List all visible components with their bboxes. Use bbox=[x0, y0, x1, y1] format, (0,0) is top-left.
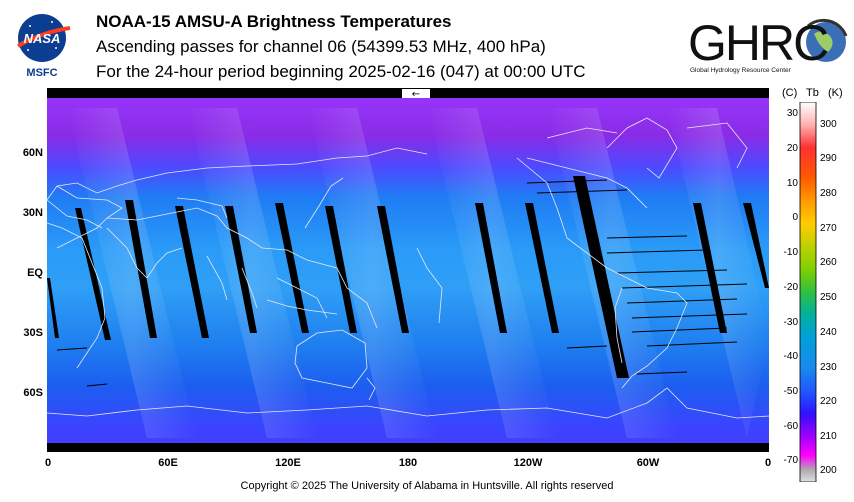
copyright-footer: Copyright © 2025 The University of Alaba… bbox=[240, 480, 614, 492]
colorbar-header-tb: Tb bbox=[806, 87, 819, 99]
colorbar-header-celsius: (C) bbox=[782, 87, 798, 99]
celsius-tick: 30 bbox=[787, 108, 799, 119]
temperature-colorbar: 30 20 10 0 -10 -20 -30 -40 -50 -60 -70 3… bbox=[784, 102, 837, 482]
ghrc-wordmark: GHRC bbox=[688, 15, 828, 71]
lon-label-180: 180 bbox=[398, 457, 418, 469]
celsius-tick: 0 bbox=[792, 212, 798, 223]
celsius-tick: -30 bbox=[784, 317, 799, 328]
lat-label-60n: 60N bbox=[22, 147, 43, 159]
celsius-tick: -40 bbox=[784, 351, 799, 362]
kelvin-tick: 210 bbox=[820, 431, 837, 442]
kelvin-tick: 200 bbox=[820, 465, 837, 476]
map-period: For the 24-hour period beginning 2025-02… bbox=[96, 62, 586, 81]
kelvin-tick: 240 bbox=[820, 327, 837, 338]
lon-label-60e: 60E bbox=[158, 457, 178, 469]
kelvin-tick: 220 bbox=[820, 396, 837, 407]
lon-label-0: 0 bbox=[44, 457, 52, 469]
lon-label-0-right: 0 bbox=[764, 457, 772, 469]
lat-label-30s: 30S bbox=[23, 327, 43, 339]
nasa-msfc-logo: NASA MSFC bbox=[12, 10, 76, 80]
celsius-tick: -20 bbox=[784, 282, 799, 293]
kelvin-tick: 260 bbox=[820, 257, 837, 268]
nasa-wordmark: NASA bbox=[24, 31, 61, 46]
map-title: NOAA-15 AMSU-A Brightness Temperatures bbox=[96, 12, 452, 31]
scan-artifacts bbox=[56, 179, 748, 387]
lat-label-60s: 60S bbox=[23, 387, 43, 399]
celsius-tick: -10 bbox=[784, 247, 799, 258]
orbit-direction-arrow: ← bbox=[412, 89, 420, 100]
kelvin-tick: 230 bbox=[820, 362, 837, 373]
lon-label-120w: 120W bbox=[513, 457, 543, 469]
celsius-tick: -50 bbox=[784, 386, 799, 397]
kelvin-tick: 250 bbox=[820, 292, 837, 303]
celsius-tick: -70 bbox=[784, 455, 799, 466]
celsius-tick: -60 bbox=[784, 421, 799, 432]
brightness-temperature-map: ← bbox=[46, 88, 770, 452]
lat-label-eq: EQ bbox=[27, 267, 43, 279]
colorbar-header-kelvin: (K) bbox=[828, 87, 843, 99]
data-gaps bbox=[47, 176, 769, 378]
kelvin-tick: 300 bbox=[820, 119, 837, 130]
ghrc-subtitle: Global Hydrology Resource Center bbox=[690, 67, 792, 74]
celsius-tick: 20 bbox=[787, 143, 799, 154]
coastlines bbox=[46, 117, 770, 419]
lon-label-120e: 120E bbox=[275, 457, 301, 469]
lat-label-30n: 30N bbox=[22, 207, 43, 219]
msfc-label: MSFC bbox=[26, 67, 57, 79]
celsius-tick: 10 bbox=[787, 178, 799, 189]
kelvin-tick: 280 bbox=[820, 188, 837, 199]
kelvin-tick: 290 bbox=[820, 153, 837, 164]
lon-label-60w: 60W bbox=[636, 457, 660, 469]
ghrc-logo: GHRC Global Hydrology Resource Center bbox=[686, 8, 848, 78]
map-subtitle: Ascending passes for channel 06 (54399.5… bbox=[96, 37, 546, 56]
kelvin-tick: 270 bbox=[820, 223, 837, 234]
